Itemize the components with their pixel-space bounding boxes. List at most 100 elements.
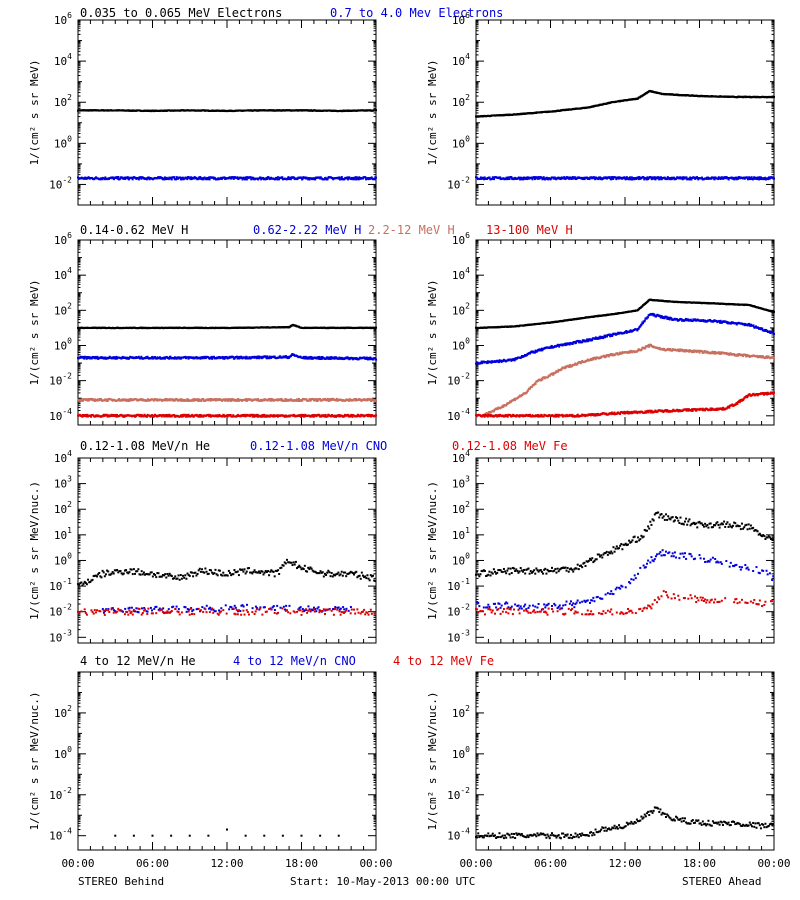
data-point: [175, 176, 178, 179]
data-point: [679, 176, 682, 179]
panel-title-1-0: 0.14-0.62 MeV H: [80, 223, 188, 237]
data-point: [361, 177, 364, 180]
data-point: [198, 399, 201, 402]
data-point: [252, 176, 255, 179]
data-point: [356, 413, 359, 416]
data-point: [312, 398, 315, 401]
data-point: [289, 176, 292, 179]
data-point: [343, 178, 346, 181]
data-point: [747, 177, 750, 180]
data-point: [85, 398, 88, 401]
data-point: [263, 399, 266, 402]
data-point: [520, 178, 523, 181]
data-point: [276, 399, 279, 402]
data-point: [196, 398, 199, 401]
data-point: [242, 415, 245, 418]
data-point: [191, 356, 194, 359]
data-point: [705, 176, 708, 179]
data-point: [612, 177, 615, 180]
data-point: [198, 176, 201, 179]
data-point: [329, 399, 332, 402]
data-point: [325, 357, 328, 360]
data-point: [268, 357, 271, 360]
data-point: [188, 176, 191, 179]
data-point: [553, 176, 556, 179]
data-point: [232, 414, 235, 417]
data-point: [727, 176, 730, 179]
data-point: [545, 177, 548, 180]
data-point: [137, 178, 140, 181]
data-point: [135, 415, 138, 418]
data-point: [663, 176, 666, 179]
data-point: [350, 413, 353, 416]
data-point: [304, 176, 307, 179]
data-point: [738, 176, 741, 179]
data-point: [614, 176, 617, 179]
y-tick-label: 10-2: [447, 175, 470, 191]
panel-0-1: 10-2 100 102 104 106 1/(cm² s sr MeV): [426, 11, 775, 206]
data-point: [114, 414, 117, 417]
data-point: [175, 178, 178, 181]
data-point: [281, 398, 284, 401]
data-point: [773, 177, 775, 180]
panel-1-0: 10-4 10-2 100 102 104 106 1/(cm² s sr MeV): [28, 231, 377, 426]
data-point: [103, 178, 106, 181]
data-point: [317, 355, 320, 358]
data-point: [314, 399, 317, 402]
data-point: [363, 356, 366, 359]
data-point: [670, 178, 673, 181]
data-point: [355, 398, 358, 401]
data-point: [565, 177, 568, 180]
data-point: [764, 176, 767, 179]
data-point: [706, 177, 709, 180]
data-point: [260, 415, 263, 418]
data-point: [508, 178, 511, 181]
data-point: [488, 176, 491, 179]
data-point: [370, 399, 373, 402]
data-point: [104, 398, 107, 401]
data-point: [145, 356, 148, 359]
data-point: [200, 399, 203, 402]
data-point: [735, 178, 738, 181]
data-point: [700, 176, 703, 179]
data-point: [100, 356, 103, 359]
data-point: [369, 414, 372, 417]
data-point: [320, 355, 323, 358]
data-point: [340, 356, 343, 359]
data-point: [237, 355, 240, 358]
data-point: [273, 414, 276, 417]
data-point: [312, 413, 315, 416]
data-point: [693, 176, 696, 179]
data-point: [242, 177, 245, 180]
data-point: [210, 355, 213, 358]
data-point: [276, 176, 279, 179]
data-point: [318, 413, 321, 416]
data-point: [193, 399, 196, 402]
data-point: [137, 413, 140, 416]
data-point: [314, 178, 317, 181]
y-tick-label: 106: [54, 231, 72, 247]
data-point: [146, 355, 149, 358]
data-point: [229, 176, 232, 179]
series-blue: [77, 176, 377, 181]
data-point: [346, 176, 349, 179]
data-point: [594, 178, 597, 181]
panel-title-2-2: 0.12-1.08 MeV Fe: [452, 439, 568, 453]
data-point: [367, 178, 370, 181]
data-point: [625, 176, 628, 179]
data-point: [216, 414, 219, 417]
data-point: [187, 398, 190, 401]
data-point: [88, 399, 91, 402]
data-point: [158, 356, 161, 359]
data-point: [163, 357, 166, 360]
data-point: [299, 415, 302, 418]
data-point: [129, 399, 132, 402]
data-point: [116, 176, 119, 179]
data-point: [755, 176, 758, 179]
y-tick-label: 10-2: [49, 175, 72, 191]
data-point: [111, 357, 114, 360]
data-point: [583, 176, 586, 179]
data-point: [131, 178, 134, 181]
data-point: [145, 415, 148, 418]
data-point: [265, 176, 268, 179]
